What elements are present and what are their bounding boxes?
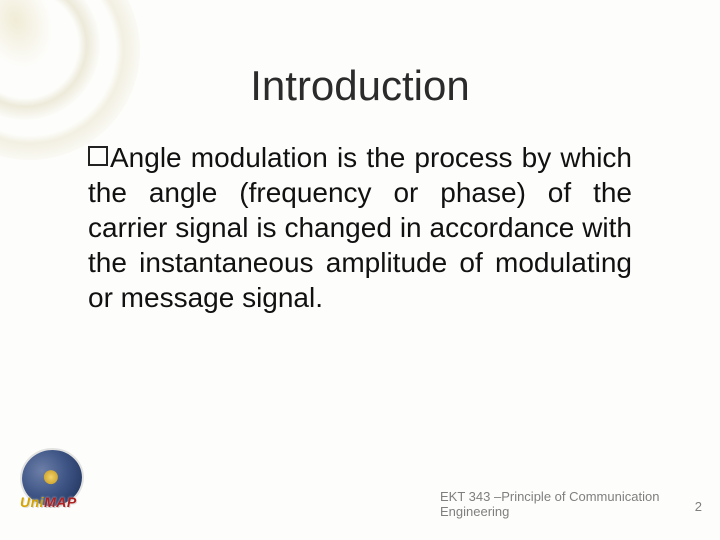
footer-line-1: EKT 343 –Principle of Communication	[440, 489, 659, 504]
page-number: 2	[695, 499, 702, 514]
slide-title: Introduction	[0, 62, 720, 110]
body-text: Angle modulation is the process by which…	[88, 140, 632, 315]
logo-text-uni: Uni	[20, 494, 44, 510]
logo-text: UniMAP	[20, 494, 77, 510]
footer-course-title: EKT 343 –Principle of Communication Engi…	[440, 489, 660, 520]
unimap-logo: UniMAP	[18, 450, 98, 520]
bullet-square-icon	[88, 146, 108, 166]
bullet-content: Angle modulation is the process by which…	[88, 142, 632, 313]
logo-text-map: MAP	[44, 494, 77, 510]
footer-line-2: Engineering	[440, 504, 509, 519]
